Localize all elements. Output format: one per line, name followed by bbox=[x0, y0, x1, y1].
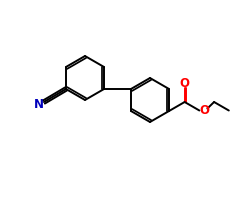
Text: O: O bbox=[180, 77, 190, 90]
Text: O: O bbox=[199, 104, 209, 117]
Text: N: N bbox=[34, 98, 44, 112]
